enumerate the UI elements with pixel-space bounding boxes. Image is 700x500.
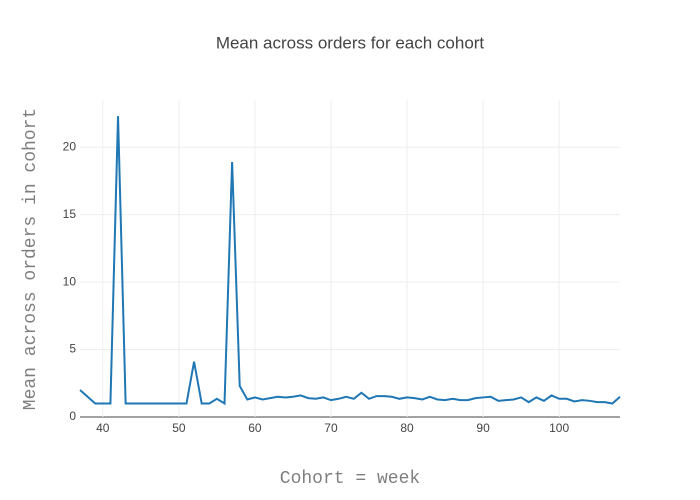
x-tick-label: 90 [476, 421, 490, 435]
x-tick-label: 100 [549, 421, 569, 435]
y-tick-label: 20 [63, 139, 77, 153]
chart-title: Mean across orders for each cohort [216, 33, 485, 52]
x-tick-label: 70 [324, 421, 338, 435]
x-tick-label: 40 [96, 421, 110, 435]
data-line [79, 116, 621, 406]
x-tick-label: 80 [400, 421, 414, 435]
y-tick-label: 15 [63, 207, 77, 221]
y-axis-title: Mean across orders in cohort [21, 108, 41, 410]
x-axis-title: Cohort = week [280, 469, 420, 489]
x-tick-label: 60 [248, 421, 262, 435]
y-tick-label: 0 [69, 409, 76, 423]
y-tick-label: 10 [63, 274, 77, 288]
x-tick-label: 50 [172, 421, 186, 435]
y-tick-label: 5 [69, 342, 76, 356]
